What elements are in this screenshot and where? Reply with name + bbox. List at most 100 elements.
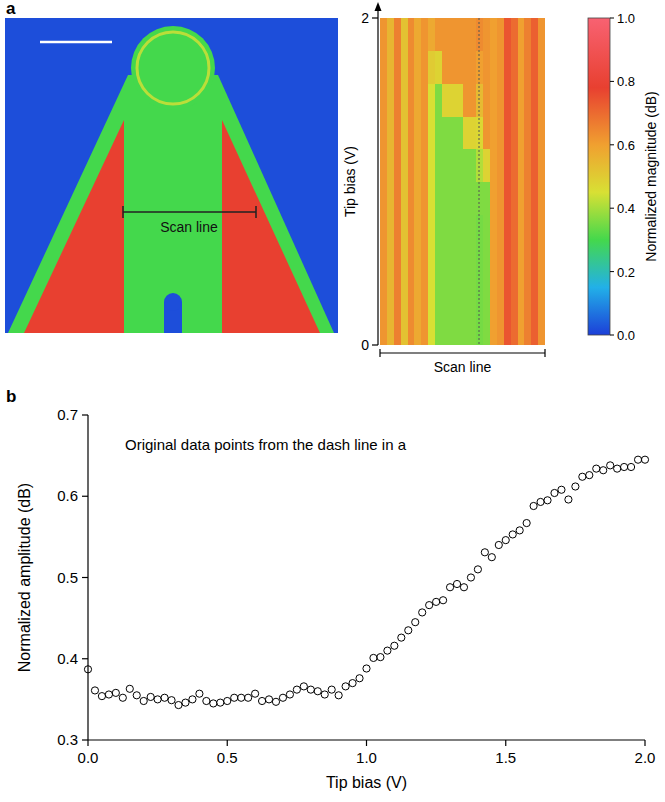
heatmap-cell xyxy=(421,312,428,345)
heatmap-cell xyxy=(380,18,387,51)
colorbar-tick xyxy=(610,271,614,272)
heatmap-cell xyxy=(401,280,408,313)
heatmap-cell xyxy=(476,247,483,280)
data-point xyxy=(140,697,147,704)
heatmap-cell xyxy=(518,51,525,84)
heatmap-cell xyxy=(401,312,408,345)
heatmap-cell xyxy=(449,116,456,149)
data-point xyxy=(293,686,300,693)
heatmap-cell xyxy=(490,116,497,149)
heatmap-cell xyxy=(511,247,518,280)
heatmap-cell xyxy=(414,182,421,215)
heatmap-cell xyxy=(387,312,394,345)
data-point xyxy=(272,698,279,705)
data-point xyxy=(551,489,558,496)
heatmap-cell xyxy=(387,247,394,280)
data-point xyxy=(231,694,238,701)
electrode-region xyxy=(222,120,320,333)
heatmap-cell xyxy=(435,280,442,313)
heatmap-cell xyxy=(435,116,442,149)
heatmap-cell xyxy=(524,182,531,215)
heatmap-cell xyxy=(483,83,490,116)
data-point xyxy=(391,642,398,649)
heatmap-cell xyxy=(428,116,435,149)
heatmap-cell xyxy=(518,18,525,51)
heatmap-cell xyxy=(518,116,525,149)
heatmap-cell xyxy=(414,280,421,313)
heatmap-cell xyxy=(483,182,490,215)
heatmap-cell xyxy=(394,149,401,182)
heatmap-cell xyxy=(538,182,545,215)
heatmap-cell xyxy=(504,116,511,149)
heatmap-cell xyxy=(518,280,525,313)
heatmap-cell xyxy=(504,18,511,51)
y-tick-label: 0 xyxy=(361,337,369,353)
heatmap-cell xyxy=(490,182,497,215)
heatmap-cell xyxy=(483,149,490,182)
data-point xyxy=(210,700,217,707)
data-point xyxy=(91,687,98,694)
heatmap-cell xyxy=(435,83,442,116)
heatmap-cell xyxy=(504,149,511,182)
heatmap-cell xyxy=(456,214,463,247)
heatmap-cell xyxy=(469,312,476,345)
heatmap-cell xyxy=(476,83,483,116)
heatmap-cell xyxy=(524,312,531,345)
heatmap-cell xyxy=(524,149,531,182)
x-bracket-end xyxy=(379,349,380,357)
heatmap-cell xyxy=(463,280,470,313)
heatmap-cell xyxy=(428,280,435,313)
heatmap-cell xyxy=(531,18,538,51)
data-point xyxy=(433,598,440,605)
heatmap-cell xyxy=(463,83,470,116)
heatmap-cell xyxy=(531,214,538,247)
heatmap-cell xyxy=(463,214,470,247)
annotation: Scan line xyxy=(160,219,218,235)
heatmap-cell xyxy=(449,182,456,215)
heatmap-cell xyxy=(511,83,518,116)
heatmap-cell xyxy=(435,312,442,345)
heatmap-cell xyxy=(463,116,470,149)
heatmap-cell xyxy=(469,51,476,84)
heatmap-cell xyxy=(449,83,456,116)
data-point xyxy=(189,696,196,703)
heatmap-cell xyxy=(456,247,463,280)
data-point xyxy=(467,574,474,581)
y-tick-label: 0.6 xyxy=(57,487,78,504)
heatmap-cell xyxy=(408,312,415,345)
data-point xyxy=(412,619,419,626)
data-point xyxy=(370,654,377,661)
heatmap-cell xyxy=(380,280,387,313)
heatmap-cell xyxy=(456,182,463,215)
heatmap-cell xyxy=(394,18,401,51)
data-point xyxy=(502,537,509,544)
y-tick xyxy=(82,739,88,740)
heatmap-cell xyxy=(511,312,518,345)
heatmap-cell xyxy=(518,214,525,247)
heatmap-cell xyxy=(387,18,394,51)
x-axis-title: Tip bias (V) xyxy=(326,774,407,791)
x-tick-label: 0.0 xyxy=(78,749,99,766)
heatmap-cell xyxy=(518,312,525,345)
data-point xyxy=(634,456,641,463)
heatmap-cell xyxy=(531,83,538,116)
heatmap-cell xyxy=(476,116,483,149)
data-point xyxy=(586,472,593,479)
heatmap-cell xyxy=(456,280,463,313)
heatmap-cell xyxy=(538,116,545,149)
heatmap-cell xyxy=(476,280,483,313)
heatmap-cell xyxy=(428,51,435,84)
data-point xyxy=(286,691,293,698)
heatmap-cell xyxy=(449,247,456,280)
heatmap-cell xyxy=(394,214,401,247)
y-tick xyxy=(82,658,88,659)
heatmap-cell xyxy=(483,116,490,149)
heatmap-cell xyxy=(449,18,456,51)
heatmap-cell xyxy=(380,116,387,149)
data-point xyxy=(558,486,565,493)
heatmap-cell xyxy=(435,214,442,247)
heatmap-cell xyxy=(511,149,518,182)
heatmap-cell xyxy=(408,214,415,247)
heatmap-cell xyxy=(469,247,476,280)
heatmap-cell xyxy=(469,116,476,149)
